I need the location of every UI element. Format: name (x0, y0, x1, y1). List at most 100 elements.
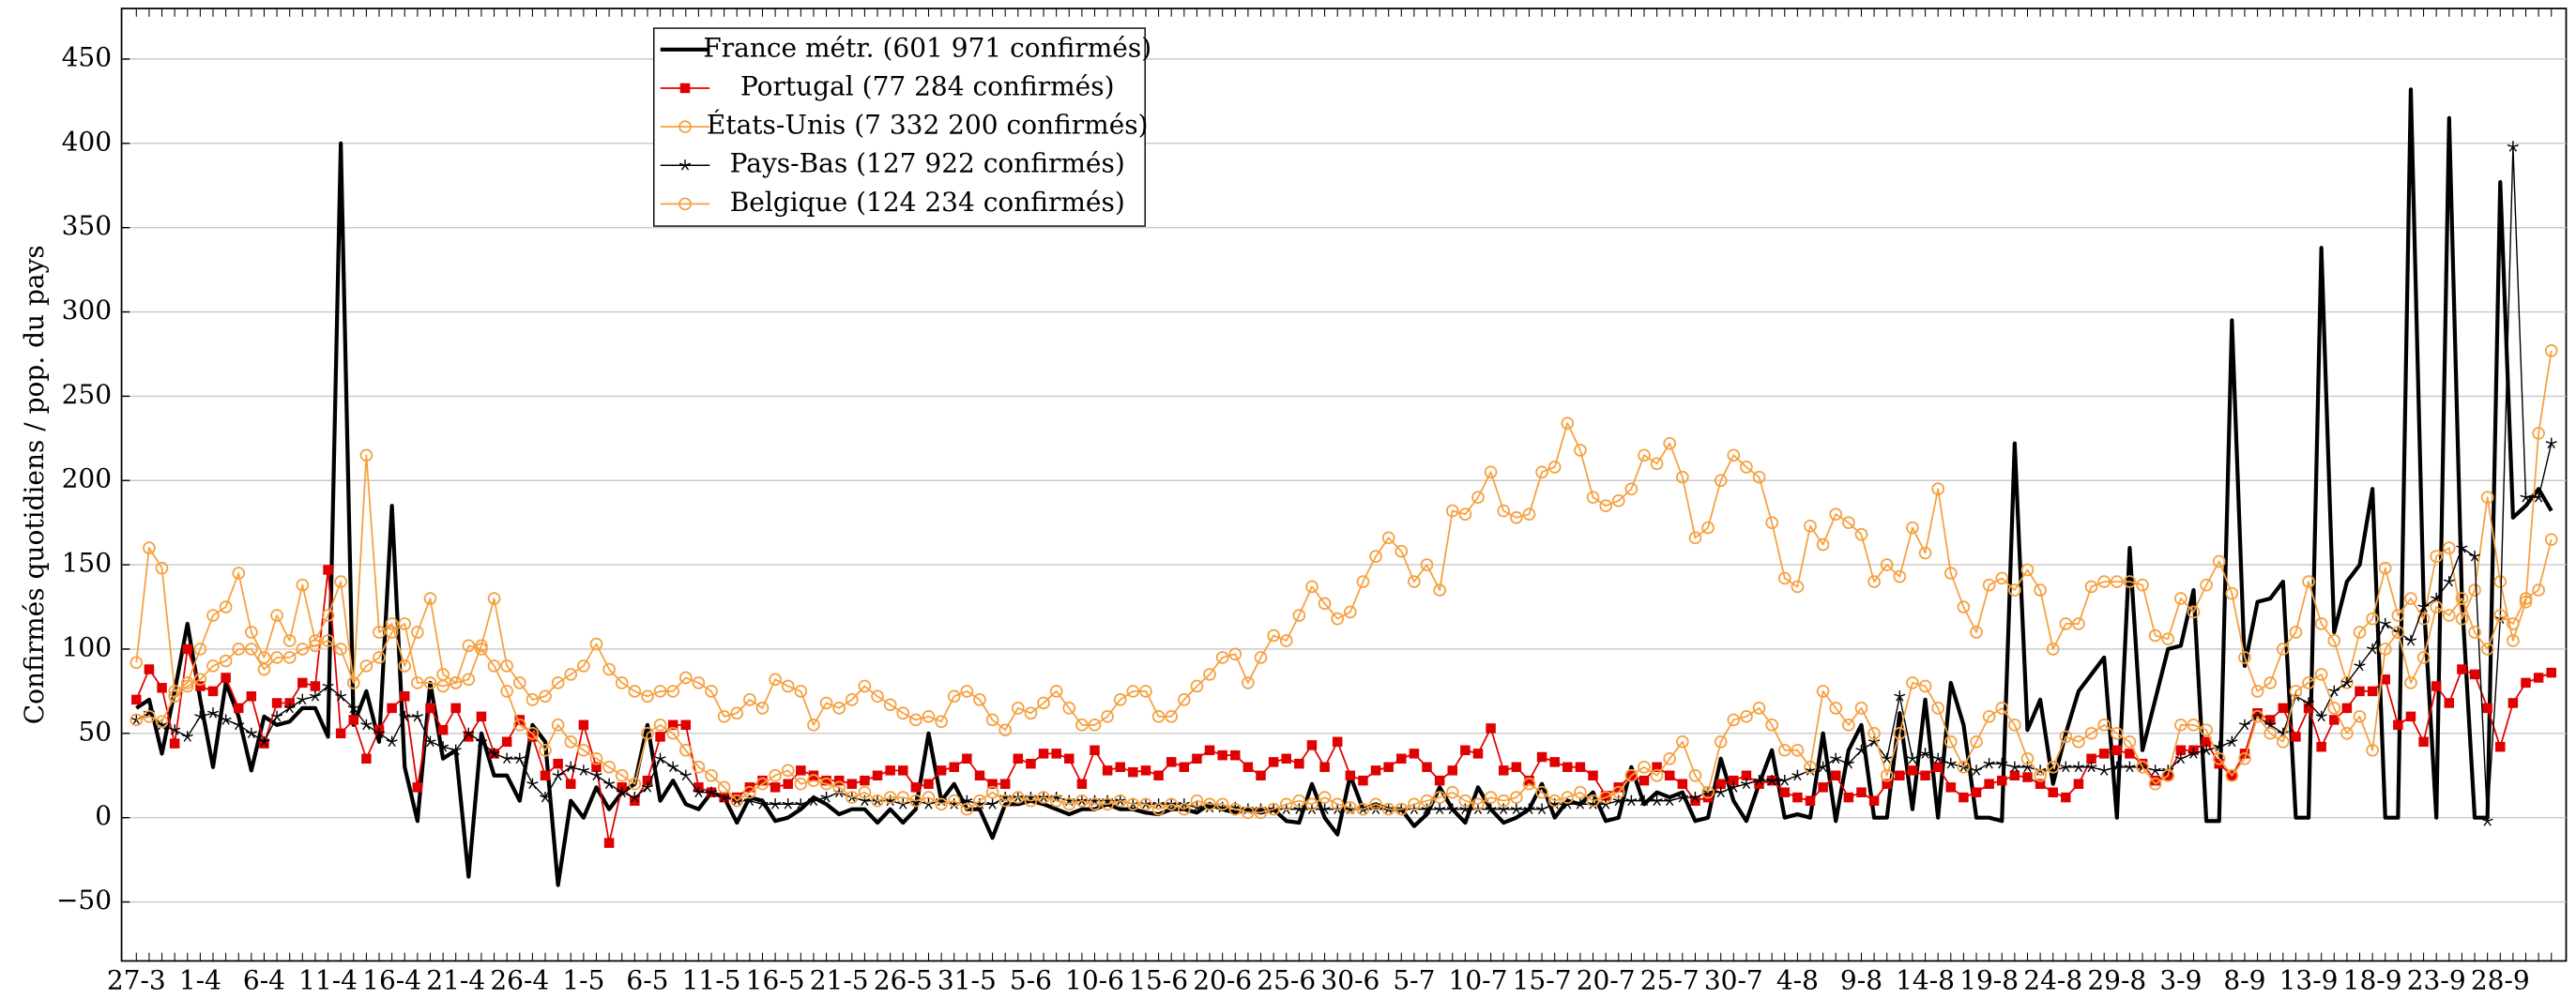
marker (1522, 777, 1536, 791)
marker (412, 782, 423, 793)
marker (1638, 795, 1651, 807)
marker (181, 731, 193, 742)
marker (1523, 803, 1535, 815)
marker (1765, 516, 1778, 530)
marker (705, 685, 718, 698)
marker (1753, 775, 1765, 786)
legend-label: États-Unis (7 332 200 confirmés) (707, 110, 1149, 141)
marker (1777, 571, 1791, 585)
marker (679, 769, 692, 781)
marker (1128, 766, 1138, 778)
marker (258, 735, 270, 748)
marker (590, 769, 602, 781)
marker (1511, 762, 1522, 773)
marker (1215, 651, 1229, 664)
marker (423, 592, 437, 605)
marker (1663, 436, 1677, 450)
marker (1932, 752, 1944, 764)
marker (2238, 719, 2250, 731)
marker (615, 676, 629, 689)
marker (2353, 710, 2367, 723)
series-line (135, 568, 2553, 844)
x-tick-label: 28-9 (2471, 965, 2530, 996)
marker (2355, 686, 2365, 697)
marker (678, 120, 692, 133)
marker (1152, 798, 1165, 810)
marker (283, 702, 296, 714)
marker (2264, 726, 2278, 740)
marker (2404, 592, 2417, 605)
marker (883, 698, 897, 712)
marker (922, 710, 936, 723)
marker (692, 760, 706, 774)
marker (501, 736, 512, 748)
marker (475, 643, 488, 656)
marker (1382, 803, 1395, 815)
marker (1228, 802, 1242, 816)
marker (1561, 416, 1575, 430)
marker (1102, 765, 1113, 776)
series-line (135, 87, 2553, 887)
marker (2200, 578, 2213, 592)
marker (2532, 427, 2545, 440)
marker (1115, 762, 1125, 773)
marker (219, 600, 233, 613)
marker (1791, 769, 1804, 781)
marker (1650, 457, 1664, 471)
marker (2187, 748, 2200, 759)
marker (1588, 770, 1598, 780)
marker (2444, 698, 2455, 708)
marker (1779, 787, 1791, 797)
marker (578, 719, 589, 731)
marker (526, 693, 540, 706)
marker (334, 575, 347, 588)
marker (411, 710, 423, 722)
marker (1689, 791, 1701, 803)
marker (219, 654, 233, 668)
marker (2150, 775, 2160, 786)
marker (1037, 791, 1050, 804)
marker (206, 659, 220, 673)
marker (2455, 612, 2469, 626)
marker (2238, 651, 2251, 664)
marker (1306, 740, 1318, 750)
marker (2391, 609, 2405, 622)
marker (1203, 668, 1216, 681)
marker (820, 791, 832, 803)
marker (2060, 761, 2072, 773)
marker (1741, 770, 1752, 780)
marker (2097, 719, 2111, 732)
marker (1970, 626, 1983, 639)
marker (487, 659, 501, 673)
marker (794, 777, 808, 791)
marker (872, 770, 883, 780)
marker (1562, 762, 1573, 773)
marker (974, 770, 985, 780)
marker (361, 753, 372, 764)
marker (2136, 578, 2149, 592)
marker (2084, 580, 2098, 594)
y-tick-label: 200 (62, 463, 112, 494)
marker (1075, 719, 1089, 732)
marker (1279, 634, 1293, 647)
marker (334, 643, 347, 656)
series (135, 87, 2553, 887)
marker (282, 634, 297, 647)
marker (373, 626, 386, 639)
marker (1049, 685, 1063, 698)
marker (782, 798, 794, 810)
marker (1178, 798, 1190, 810)
marker (2367, 686, 2378, 697)
marker (783, 779, 793, 789)
marker (2329, 715, 2340, 725)
marker (450, 703, 461, 714)
marker (2059, 730, 2073, 744)
marker (1536, 803, 1548, 815)
marker (1113, 693, 1127, 706)
marker (589, 751, 603, 765)
marker (1752, 470, 1766, 484)
marker (1959, 792, 1969, 803)
marker (1982, 578, 1996, 592)
x-tick-label: 6-5 (626, 965, 668, 996)
marker (1894, 690, 1906, 702)
